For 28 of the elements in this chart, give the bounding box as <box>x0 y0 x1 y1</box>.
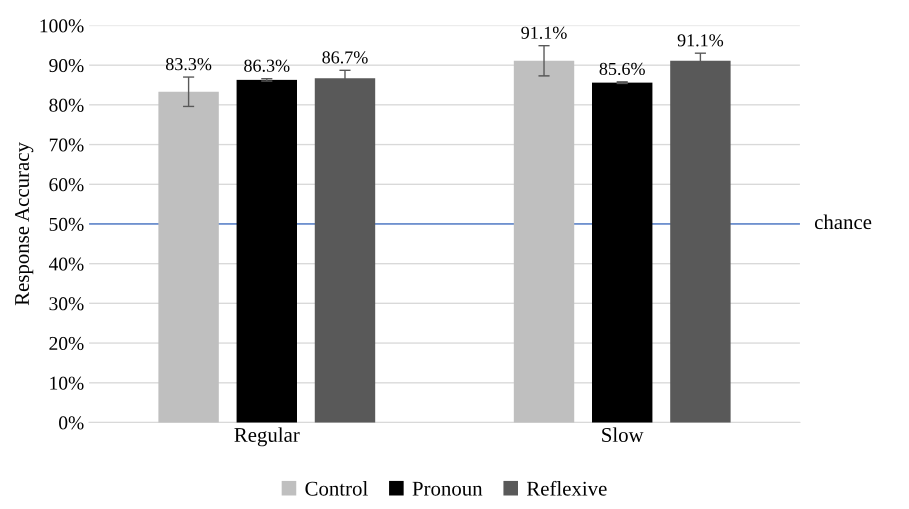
y-tick-label: 50% <box>50 218 84 231</box>
y-axis-title: Response Accuracy <box>15 142 34 306</box>
bar <box>158 92 219 422</box>
y-tick-label: 70% <box>50 138 84 152</box>
x-tick-label: Slow <box>602 427 644 442</box>
y-tick-label: 80% <box>49 98 84 112</box>
y-tick-label: 100% <box>40 19 84 32</box>
data-label: 86.7% <box>322 51 368 64</box>
legend-label: Control <box>305 481 368 496</box>
y-tick-label: 30% <box>50 297 84 310</box>
y-tick-label: 40% <box>48 257 84 271</box>
data-label: 83.3% <box>166 58 212 70</box>
x-tick-label: Regular <box>234 427 300 446</box>
y-tick-label: 60% <box>49 178 84 192</box>
data-label: 85.6% <box>600 62 645 76</box>
data-label: 91.1% <box>678 34 724 46</box>
y-tick-label: 10% <box>50 376 84 390</box>
legend-label: Reflexive <box>526 480 607 496</box>
y-tick-label: 90% <box>49 58 84 72</box>
data-label: 91.1% <box>521 26 567 39</box>
ref-line-label: chance <box>814 214 872 230</box>
y-tick-label: 20% <box>49 336 84 350</box>
data-label: 86.3% <box>244 60 290 72</box>
y-tick-label: 0% <box>59 416 84 430</box>
bar <box>514 60 574 422</box>
bar <box>236 80 297 422</box>
legend-label: Pronoun <box>412 482 482 496</box>
bar <box>592 82 652 422</box>
